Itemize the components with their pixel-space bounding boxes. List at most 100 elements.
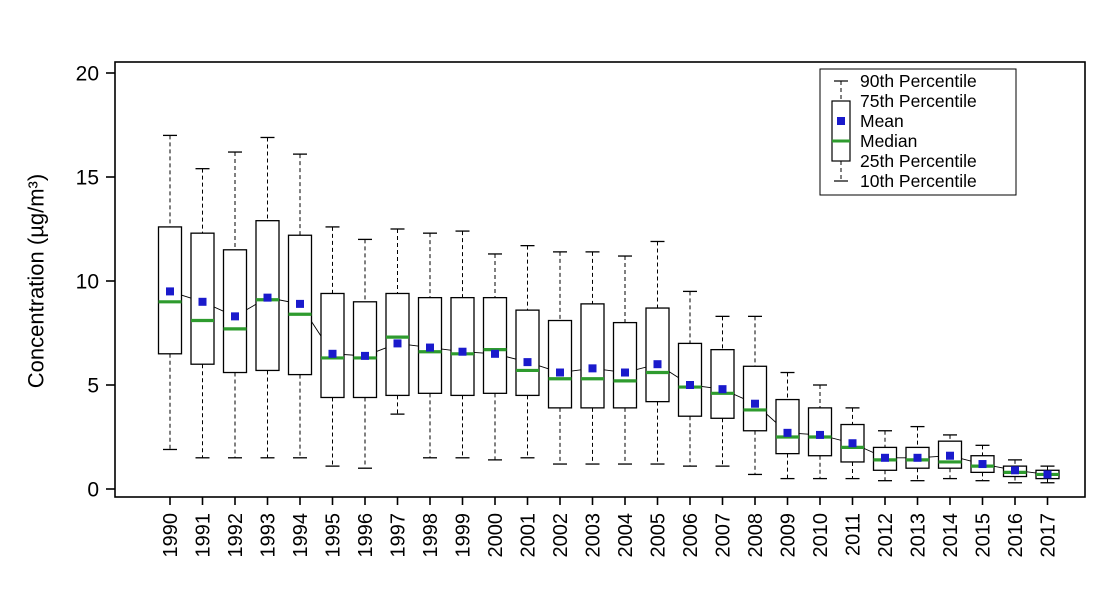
iqr-box: [645, 307, 670, 403]
iqr-box: [352, 301, 378, 399]
mean-marker: [881, 453, 889, 462]
y-axis-tick-label: 10: [76, 270, 99, 293]
mean-marker: [296, 299, 304, 308]
boxplot-group-1991: [190, 168, 215, 459]
legend-label-4: Median: [860, 131, 917, 151]
legend-label-3: Mean: [860, 111, 904, 131]
x-axis-tick-label: 1990: [160, 513, 182, 558]
mean-marker: [361, 351, 369, 360]
boxplot-group-2007: [710, 315, 735, 467]
boxplot-group-2008: [742, 315, 768, 476]
boxplot-group-2011: [840, 407, 865, 480]
mean-marker: [426, 343, 434, 352]
boxplot-group-2017: [1035, 465, 1060, 484]
iqr-box: [677, 342, 703, 417]
iqr-box: [775, 398, 800, 455]
mean-marker: [588, 364, 597, 373]
boxplot-group-2016: [1002, 459, 1028, 484]
mean-marker: [783, 428, 792, 437]
x-axis-tick-label: 1992: [225, 513, 247, 558]
x-axis-tick-label: 1998: [420, 513, 442, 558]
x-axis-tick-label: 2009: [778, 513, 800, 558]
legend-glyph: [831, 80, 851, 182]
x-axis-tick-label: 2003: [583, 513, 605, 558]
legend-label-1: 90th Percentile: [860, 71, 977, 91]
boxplot-group-2005: [645, 240, 670, 465]
x-axis-tick-label: 2001: [518, 513, 540, 558]
boxplot-group-1997: [385, 228, 410, 415]
mean-trend-line: [169, 290, 1048, 475]
mean-marker: [556, 368, 564, 377]
mean-marker: [978, 460, 987, 469]
x-axis-tick-label: 2012: [875, 513, 897, 558]
mean-marker: [946, 451, 954, 460]
mean-marker: [816, 430, 824, 439]
y-axis-tick-label: 15: [76, 166, 99, 189]
mean-marker: [751, 399, 759, 408]
iqr-box: [612, 321, 638, 409]
x-axis-tick-label: 1999: [453, 513, 475, 558]
boxplot-group-2002: [547, 251, 573, 465]
mean-marker: [523, 358, 532, 367]
iqr-box: [580, 303, 605, 409]
x-axis-tick-label: 2010: [810, 513, 832, 558]
mean-marker: [718, 385, 727, 394]
iqr-box: [710, 348, 735, 419]
mean-marker: [1043, 470, 1052, 479]
y-axis-tick-label: 20: [76, 62, 99, 85]
mean-marker: [166, 287, 174, 296]
mean-marker: [458, 347, 467, 356]
x-axis-tick-label: 2017: [1038, 513, 1060, 558]
iqr-box: [515, 309, 540, 397]
x-axis-tick-label: 2002: [550, 513, 572, 558]
boxplot-group-1998: [417, 232, 443, 459]
mean-marker: [393, 339, 402, 348]
boxplot-group-2015: [970, 444, 995, 482]
boxplot-group-2013: [905, 425, 930, 482]
mean-marker: [913, 453, 922, 462]
iqr-box: [450, 296, 475, 397]
y-axis-tick-label: 5: [87, 374, 99, 397]
legend-label-2: 75th Percentile: [860, 91, 977, 111]
iqr-box: [222, 249, 248, 374]
boxplot-group-2012: [872, 430, 898, 482]
mean-marker: [621, 368, 629, 377]
boxplot-group-1994: [287, 153, 313, 459]
iqr-box: [547, 319, 573, 409]
mean-marker: [263, 293, 272, 302]
x-axis-tick-label: 2007: [713, 513, 735, 558]
legend-mean-marker: [837, 117, 845, 125]
iqr-box: [482, 296, 508, 394]
mean-marker: [653, 360, 662, 369]
boxplot-group-1999: [450, 230, 475, 459]
legend-box: [819, 68, 1017, 196]
y-axis-tick-label: 0: [87, 478, 99, 501]
boxplot-group-2009: [775, 371, 800, 480]
boxplot-group-2004: [612, 255, 638, 465]
x-axis-tick-label: 2004: [615, 513, 637, 558]
mean-marker: [1011, 466, 1019, 475]
boxplot-group-1993: [255, 136, 280, 459]
x-axis-tick-label: 1994: [290, 513, 312, 558]
mean-marker: [328, 349, 337, 358]
boxplot-group-1990: [157, 134, 183, 451]
boxplot-group-1992: [222, 151, 248, 459]
boxplot-group-1996: [352, 238, 378, 469]
x-axis-tick-label: 2013: [908, 513, 930, 558]
x-axis-tick-label: 1993: [258, 513, 280, 558]
plot-border: [114, 61, 1086, 498]
boxplot-group-2006: [677, 290, 703, 467]
x-axis-tick-label: 2015: [973, 513, 995, 558]
legend-label-5: 25th Percentile: [860, 151, 977, 171]
legend-iqr-box: [831, 100, 851, 162]
x-axis-tick-label: 1995: [323, 513, 345, 558]
iqr-box: [742, 365, 768, 432]
x-axis-tick-label: 1997: [388, 513, 410, 558]
mean-marker: [491, 349, 499, 358]
x-axis-tick-label: 2016: [1005, 513, 1027, 558]
boxplot-group-2001: [515, 244, 540, 459]
boxplot-group-2014: [937, 434, 963, 480]
y-axis-title: Concentration (µg/m³): [24, 174, 49, 388]
